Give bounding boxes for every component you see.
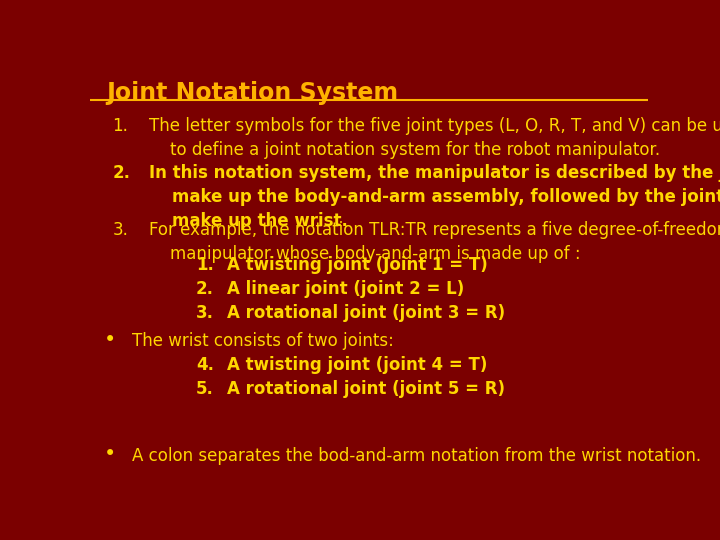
Text: 1.: 1. [112, 117, 128, 135]
Text: 3.: 3. [112, 221, 128, 239]
Text: •: • [104, 329, 116, 350]
Text: A colon separates the bod-and-arm notation from the wrist notation.: A colon separates the bod-and-arm notati… [132, 447, 701, 464]
Text: •: • [104, 444, 116, 464]
Text: The letter symbols for the five joint types (L, O, R, T, and V) can be used
    : The letter symbols for the five joint ty… [148, 117, 720, 159]
Text: In this notation system, the manipulator is described by the joints that
    mak: In this notation system, the manipulator… [148, 164, 720, 231]
Text: 3.: 3. [196, 305, 214, 322]
Text: A twisting joint (Joint 1 = T): A twisting joint (Joint 1 = T) [227, 256, 487, 274]
Text: A twisting joint (joint 4 = T): A twisting joint (joint 4 = T) [227, 356, 487, 374]
Text: For example, the notation TLR:TR represents a five degree-of-freedom
    manipul: For example, the notation TLR:TR represe… [148, 221, 720, 263]
Text: 5.: 5. [196, 380, 214, 398]
Text: A rotational joint (joint 3 = R): A rotational joint (joint 3 = R) [227, 305, 505, 322]
Text: 4.: 4. [196, 356, 214, 374]
Text: A rotational joint (joint 5 = R): A rotational joint (joint 5 = R) [227, 380, 505, 398]
Text: 2.: 2. [196, 280, 214, 298]
Text: 2.: 2. [112, 164, 130, 182]
Text: 1.: 1. [196, 256, 214, 274]
Text: A linear joint (joint 2 = L): A linear joint (joint 2 = L) [227, 280, 464, 298]
Text: Joint Notation System: Joint Notation System [107, 80, 399, 105]
Text: The wrist consists of two joints:: The wrist consists of two joints: [132, 332, 394, 350]
